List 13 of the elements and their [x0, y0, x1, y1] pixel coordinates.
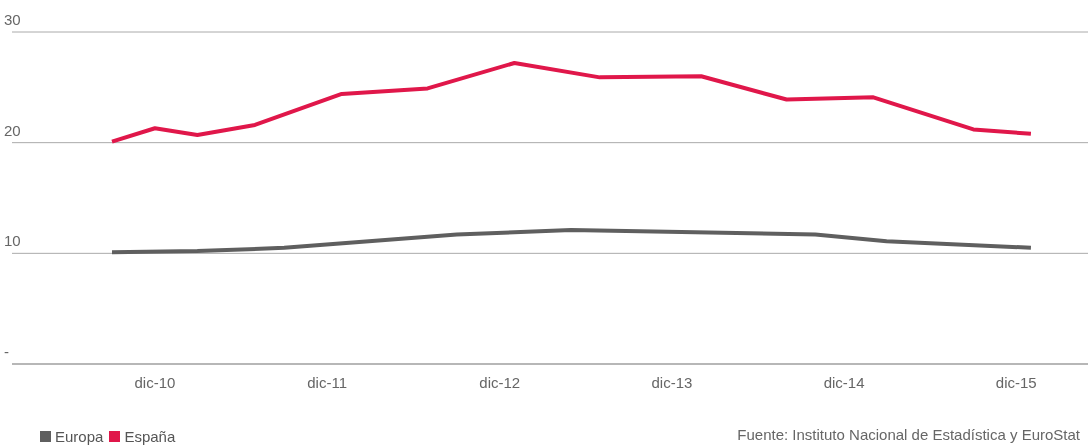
- legend-label: España: [123, 428, 176, 445]
- y-tick-label: 10: [4, 232, 21, 250]
- x-tick-label: dic-14: [823, 374, 865, 391]
- y-tick-label: -: [4, 343, 9, 360]
- source-note: Fuente: Instituto Nacional de Estadística y EuroStat: [737, 426, 1080, 443]
- x-tick-label: dic-12: [479, 374, 521, 391]
- x-tick-label: dic-13: [651, 374, 693, 391]
- legend-label: Europa: [54, 428, 104, 445]
- x-tick-label: dic-10: [134, 374, 176, 391]
- y-tick-label: 30: [4, 11, 21, 28]
- x-tick-label: dic-15: [995, 374, 1037, 391]
- x-tick-label: dic-11: [307, 374, 347, 391]
- y-tick-label: 20: [4, 121, 21, 139]
